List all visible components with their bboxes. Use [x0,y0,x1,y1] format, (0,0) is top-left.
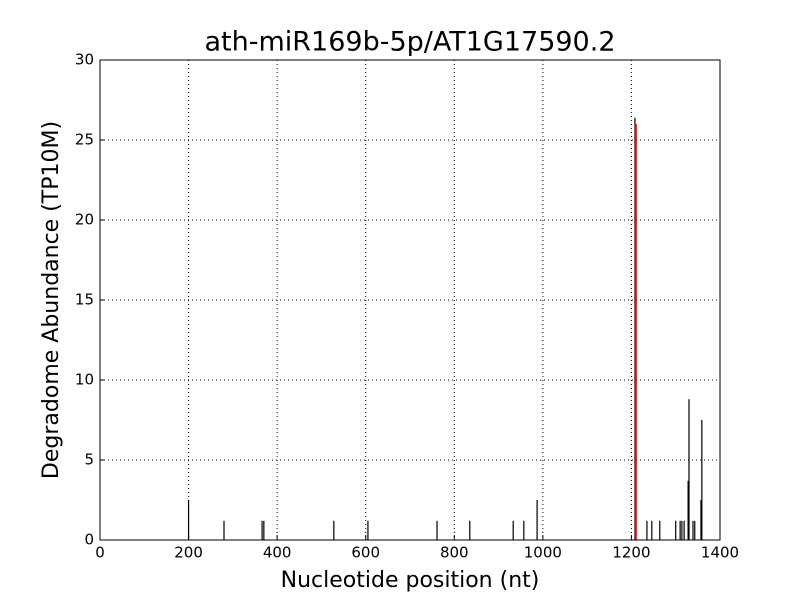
x-tick-label: 0 [95,544,105,562]
chart-title: ath-miR169b-5p/AT1G17590.2 [205,27,616,58]
x-axis-label: Nucleotide position (nt) [281,568,540,593]
x-tick-label: 400 [263,544,292,562]
y-tick-label: 0 [84,531,94,549]
y-tick-label: 10 [75,371,94,389]
y-tick-label: 30 [75,51,94,69]
x-tick-label: 800 [440,544,469,562]
x-tick-label: 1400 [701,544,739,562]
y-tick-label: 20 [75,211,94,229]
y-tick-label: 25 [75,131,94,149]
x-tick-label: 1200 [612,544,650,562]
x-tick-label: 600 [351,544,380,562]
x-tick-label: 1000 [524,544,562,562]
x-tick-label: 200 [174,544,203,562]
y-tick-label: 5 [84,451,94,469]
y-axis-label: Degradome Abundance (TP10M) [39,121,64,479]
plot-frame [99,59,721,541]
y-tick-label: 15 [75,291,94,309]
